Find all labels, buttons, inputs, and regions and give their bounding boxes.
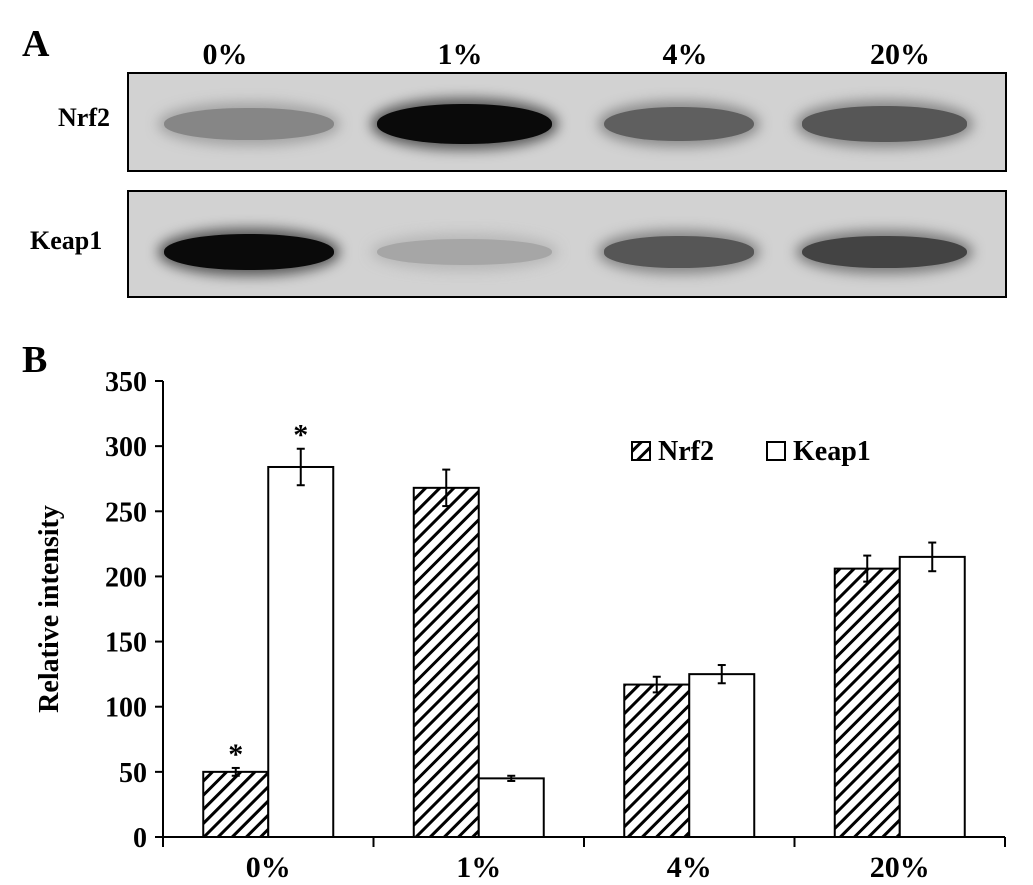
significance-mark: * [293,419,308,452]
legend-label-nrf2: Nrf2 [658,436,714,467]
y-tick-label: 300 [105,432,147,463]
lane-label-0: 0% [202,38,248,71]
bar-keap1-2 [688,673,756,838]
blot-band-nrf2-2 [604,106,754,142]
y-tick-label: 250 [105,497,147,528]
western-blot-keap1 [127,190,1007,298]
blot-band-keap1-0 [164,234,334,270]
y-tick-label: 100 [105,693,147,724]
bar-nrf2-0 [202,770,270,839]
blot-band-keap1-3 [801,235,967,269]
x-tick-label: 0% [246,851,291,884]
western-blot-nrf2 [127,72,1007,172]
lane-label-2: 4% [662,38,708,71]
x-tick-label: 4% [667,851,712,884]
blot-label-keap1: Keap1 [30,226,103,255]
blot-band-nrf2-1 [376,104,552,144]
blot-band-keap1-1 [376,238,552,266]
significance-mark: * [228,738,243,771]
legend-label-keap1: Keap1 [793,436,871,467]
y-tick-label: 200 [105,562,147,593]
blot-label-nrf2: Nrf2 [58,103,110,132]
x-tick-label: 1% [456,851,501,884]
y-tick-label: 0 [133,823,147,854]
bar-nrf2-1 [412,486,480,838]
y-axis-title: Relative intensity [34,505,65,713]
blot-band-nrf2-3 [801,106,967,142]
legend-swatch-keap1 [766,441,786,461]
blot-band-keap1-2 [604,236,754,268]
bar-keap1-3 [898,555,966,838]
bar-nrf2-3 [833,567,901,839]
bar-chart: 0 50 100 150 200 250 300 350 0% 1% 4% 20% Relative i… [34,367,1006,884]
bar-nrf2-2 [623,683,691,838]
y-tick-label: 150 [105,628,147,659]
y-tick-label: 50 [119,758,147,789]
legend-swatch-nrf2 [631,441,651,461]
lane-label-3: 20% [870,38,930,71]
bar-keap1-1 [477,777,545,838]
blot-band-nrf2-0 [164,107,334,141]
y-tick-label: 350 [105,367,147,398]
x-tick-label: 20% [870,851,930,884]
lane-label-1: 1% [437,38,483,71]
panel-a-letter: A [22,23,50,65]
bar-keap1-0 [267,465,335,838]
panel-b-letter: B [22,339,48,381]
